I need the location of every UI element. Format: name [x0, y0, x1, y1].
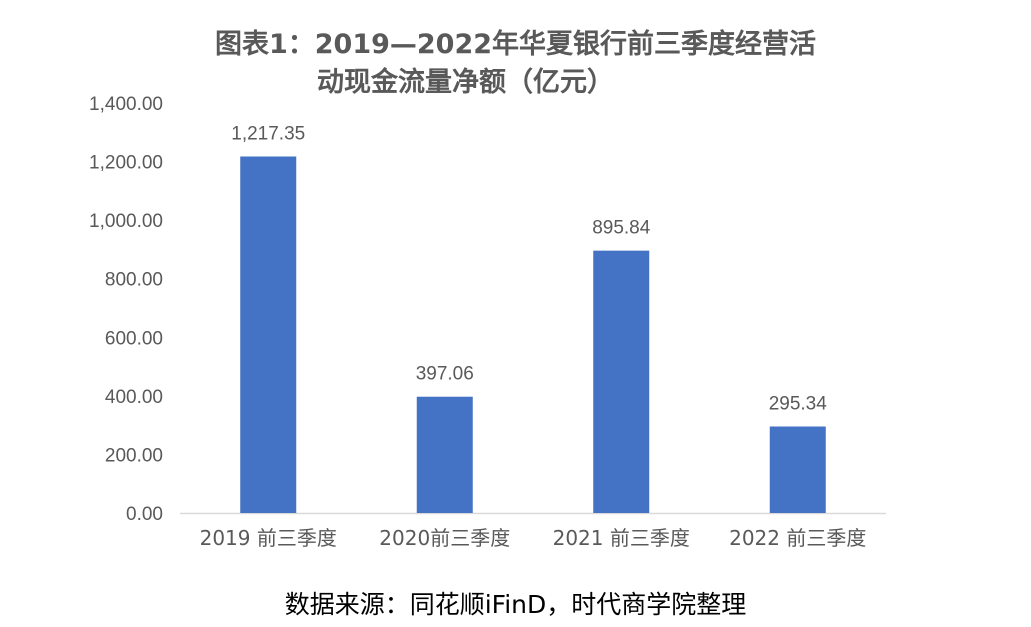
data-label: 397.06 [416, 364, 474, 385]
source-note: 数据来源：同花顺iFinD，时代商学院整理 [284, 590, 747, 619]
chart-title-line2: 动现金流量净额（亿元） [317, 67, 614, 98]
data-label: 1,217.35 [231, 123, 305, 144]
x-tick-label: 2019 前三季度 [200, 526, 337, 550]
y-tick-label: 1,200.00 [89, 153, 163, 174]
chart-title: 图表1：2019—2022年华夏银行前三季度经营活 动现金流量净额（亿元） [0, 26, 1031, 102]
bar [593, 250, 650, 513]
y-tick-label: 0.00 [126, 504, 163, 525]
x-axis-ticks: 2019 前三季度 2020前三季度 2021 前三季度 2022 前三季度 [200, 526, 867, 550]
bar-series [240, 156, 826, 513]
chart-title-line1: 图表1：2019—2022年华夏银行前三季度经营活 [214, 29, 817, 60]
bar [416, 396, 473, 513]
data-labels: 1,217.35 397.06 895.84 295.34 [231, 123, 827, 414]
data-label: 895.84 [592, 218, 651, 239]
data-label: 295.34 [769, 394, 828, 415]
x-tick-label: 2021 前三季度 [553, 526, 690, 550]
x-tick-label: 2022 前三季度 [729, 526, 866, 550]
y-tick-label: 1,000.00 [89, 211, 163, 232]
y-tick-label: 800.00 [105, 270, 163, 291]
bar [240, 156, 297, 513]
y-tick-label: 1,400.00 [89, 94, 163, 115]
y-tick-label: 400.00 [105, 387, 163, 408]
y-axis-ticks: 0.00 200.00 400.00 600.00 800.00 1,000.00 1,20… [89, 94, 163, 525]
y-tick-label: 200.00 [105, 445, 163, 466]
bar [769, 426, 826, 513]
x-tick-label: 2020前三季度 [379, 526, 510, 550]
y-tick-label: 600.00 [105, 328, 163, 349]
